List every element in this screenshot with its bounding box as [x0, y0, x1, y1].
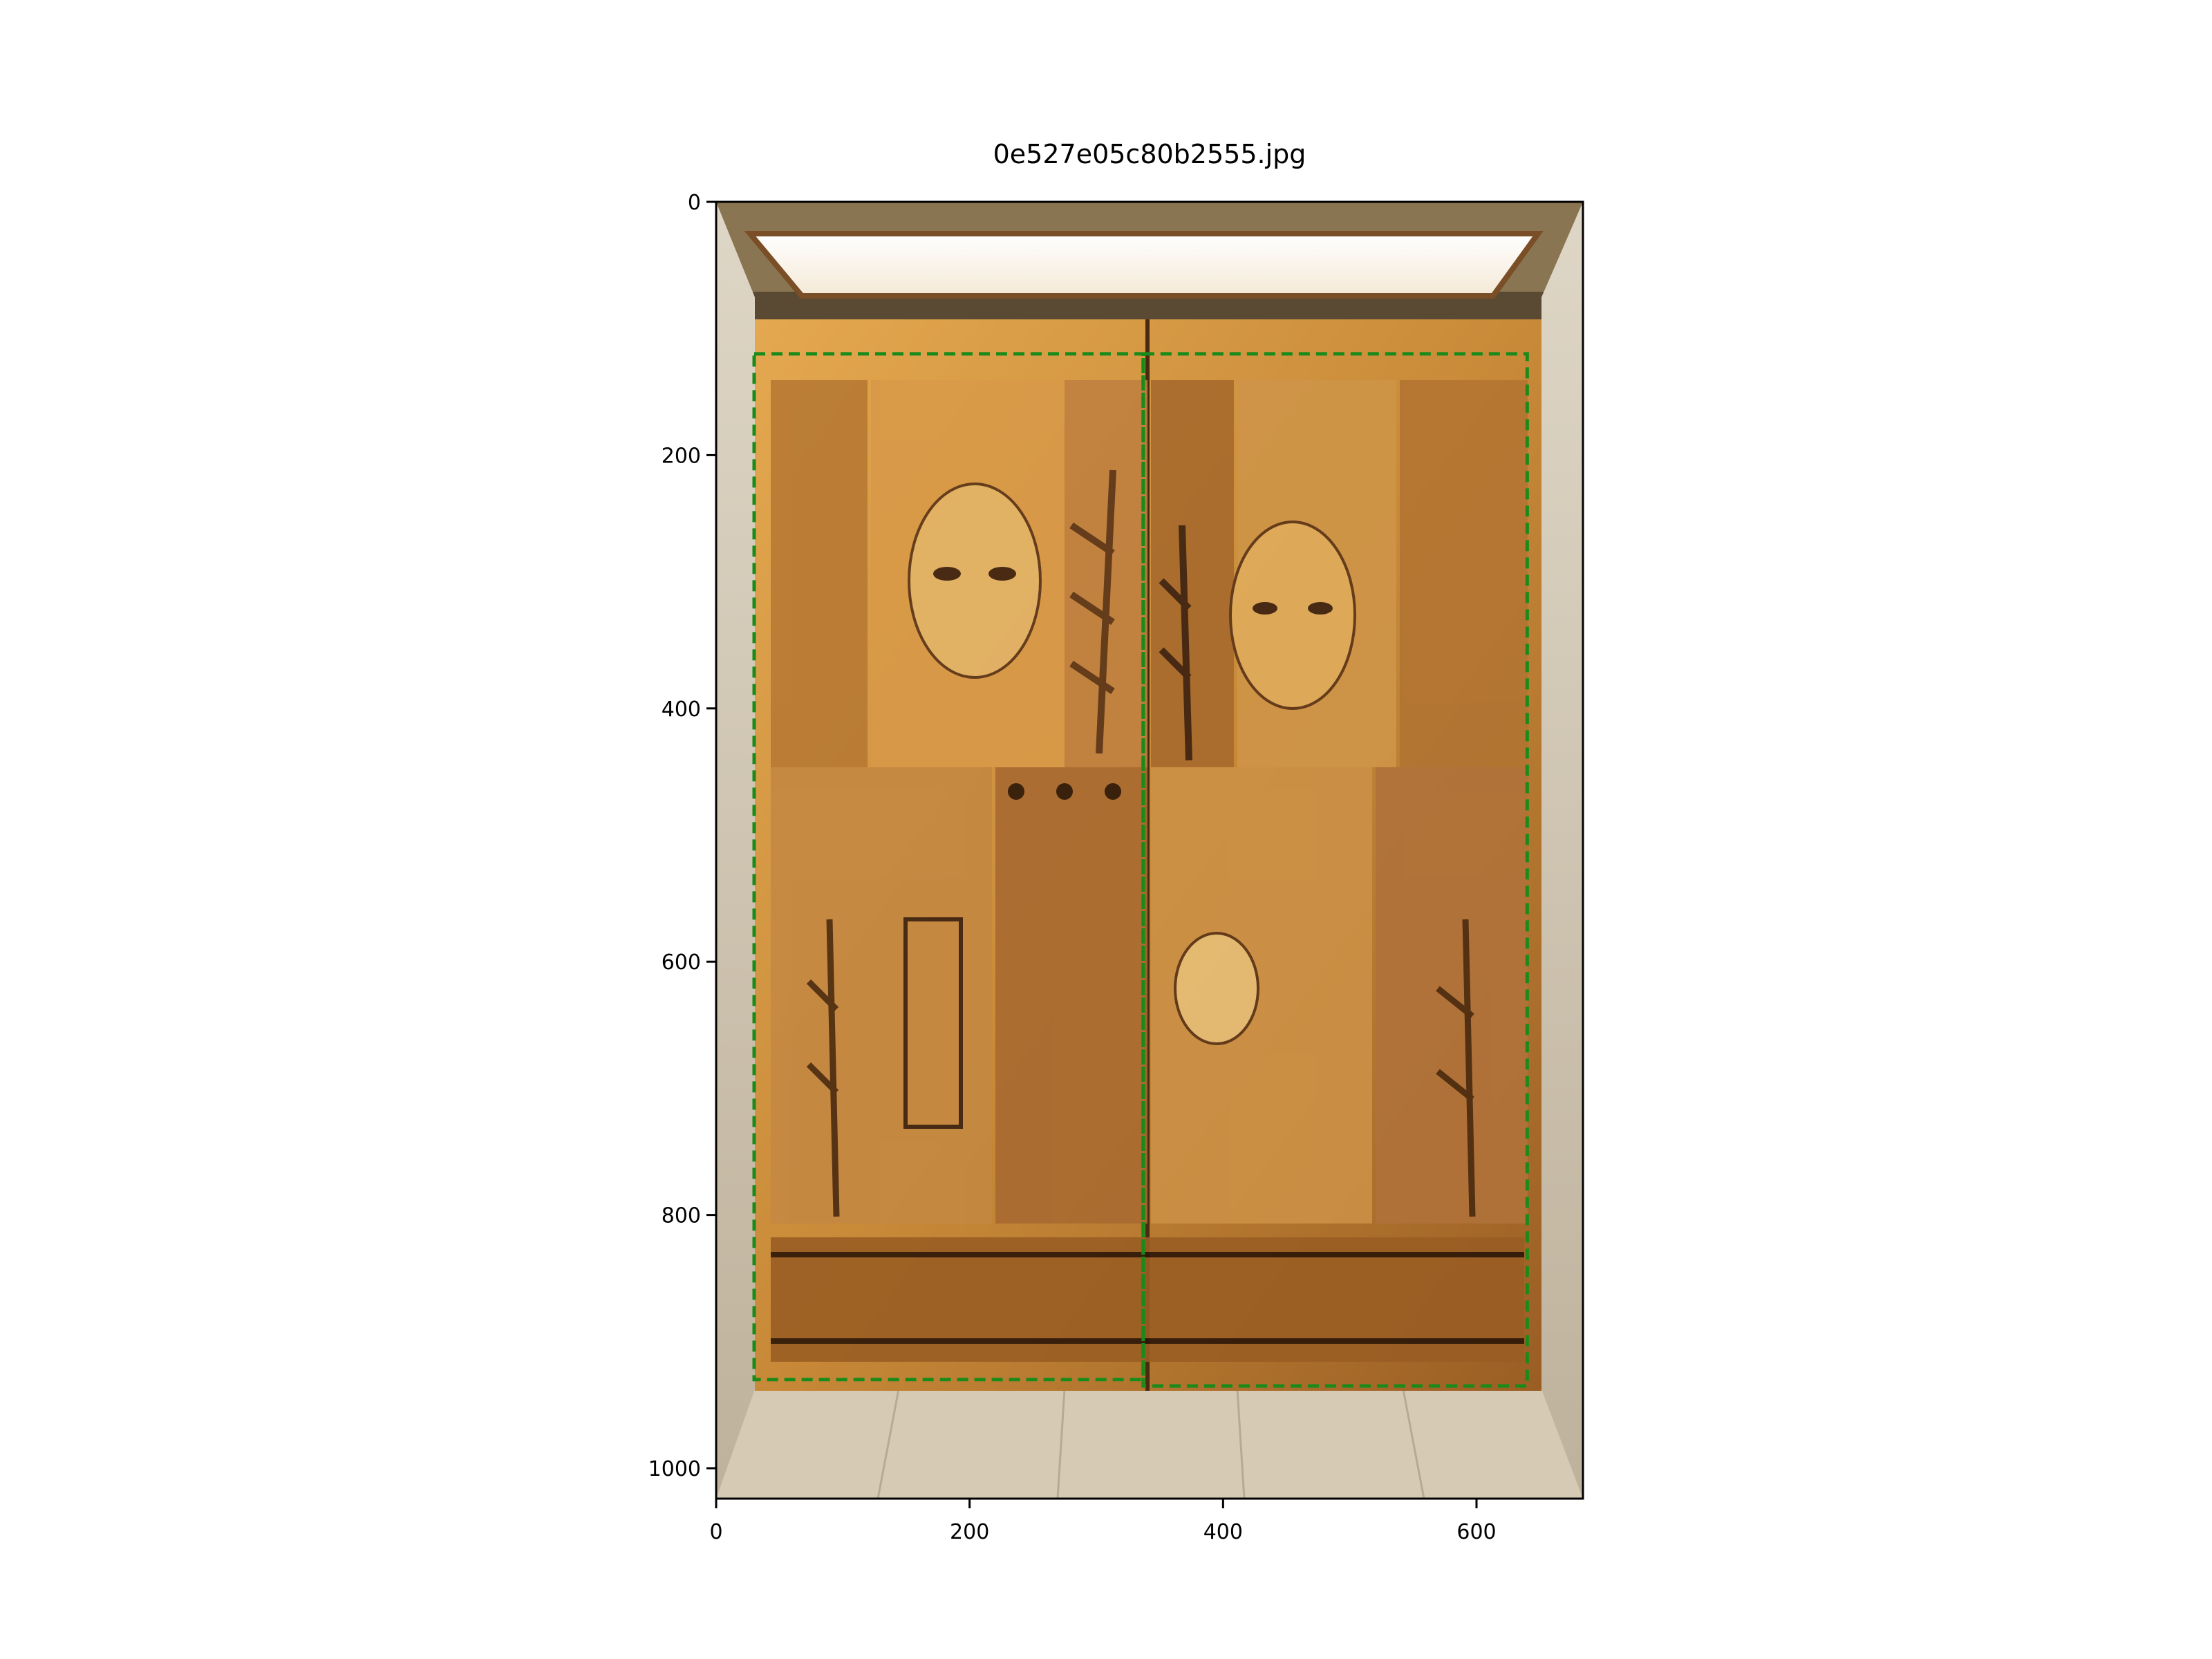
x-tick-label: 200 [950, 1520, 989, 1544]
marble-floor [716, 1389, 1583, 1499]
right-wall [1541, 202, 1583, 1499]
y-tick-label: 800 [662, 1204, 701, 1228]
y-tick-label: 1000 [648, 1457, 701, 1481]
figure-title: 0e527e05c80b2555.jpg [993, 139, 1306, 169]
left-wall [716, 202, 755, 1499]
x-tick-label: 400 [1203, 1520, 1243, 1544]
y-axis: 0 200 400 600 800 1000 [648, 191, 716, 1481]
x-tick-label: 0 [709, 1520, 722, 1544]
y-tick-label: 400 [662, 697, 701, 722]
y-tick-label: 0 [688, 191, 701, 215]
x-tick-label: 600 [1456, 1520, 1496, 1544]
ceiling-light [750, 234, 1538, 296]
photo [716, 202, 1583, 1499]
y-tick-label: 600 [662, 950, 701, 975]
y-tick-label: 200 [662, 444, 701, 468]
x-axis: 0 200 400 600 [709, 1499, 1496, 1544]
